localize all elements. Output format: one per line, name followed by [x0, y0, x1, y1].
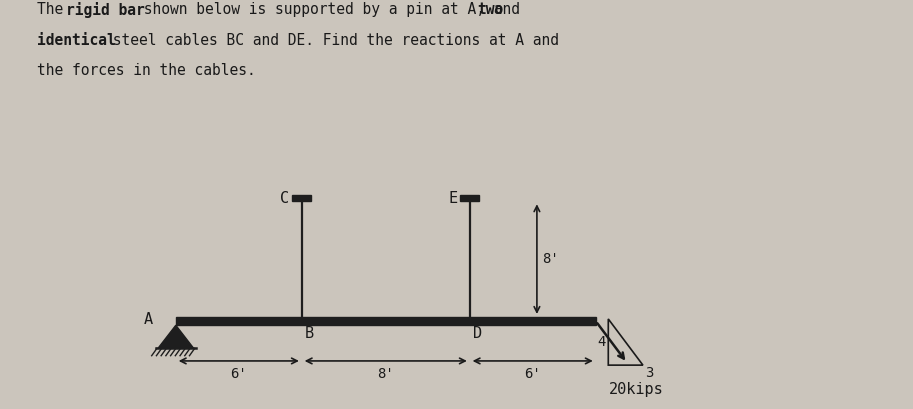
Text: 6': 6': [230, 367, 247, 381]
Text: shown below is supported by a pin at A, and: shown below is supported by a pin at A, …: [135, 2, 529, 17]
Text: two: two: [477, 2, 504, 17]
Text: 20kips: 20kips: [609, 382, 664, 397]
Text: 6': 6': [524, 367, 541, 381]
Text: B: B: [305, 326, 314, 341]
Text: 4: 4: [598, 335, 606, 349]
Bar: [176, 317, 595, 325]
Text: rigid bar: rigid bar: [66, 2, 144, 18]
Text: A: A: [143, 312, 152, 328]
Polygon shape: [158, 325, 194, 348]
Text: 3: 3: [645, 366, 654, 380]
Text: identical: identical: [37, 33, 115, 48]
Text: E: E: [448, 191, 457, 206]
Bar: [460, 195, 479, 201]
Text: 8': 8': [377, 367, 394, 381]
Text: D: D: [473, 326, 482, 341]
Text: C: C: [280, 191, 289, 206]
Text: steel cables BC and DE. Find the reactions at A and: steel cables BC and DE. Find the reactio…: [104, 33, 559, 48]
Bar: [292, 195, 311, 201]
Text: The: The: [37, 2, 71, 17]
Text: 8': 8': [542, 252, 559, 266]
Text: the forces in the cables.: the forces in the cables.: [37, 63, 256, 79]
